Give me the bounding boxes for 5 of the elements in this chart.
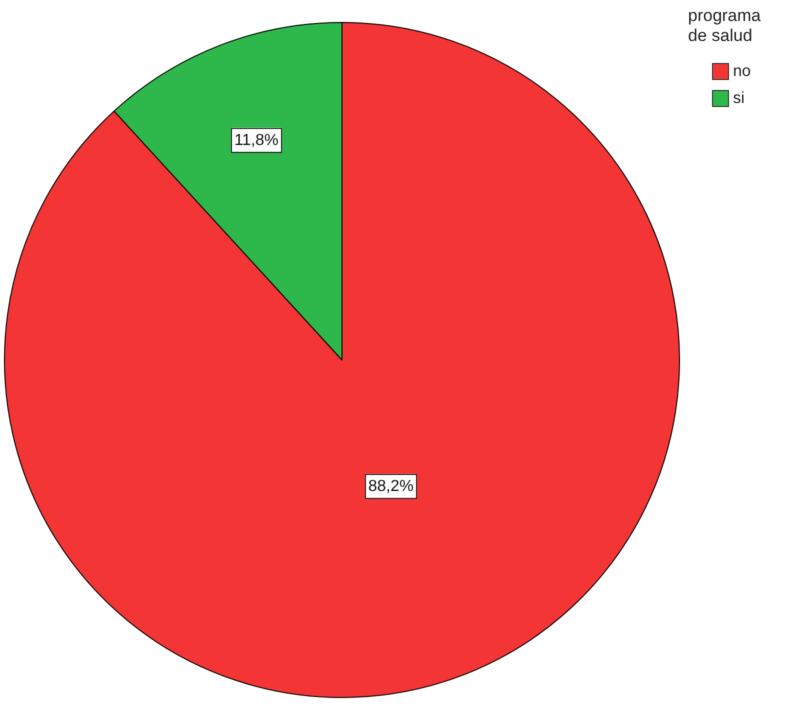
slice-label: no bbox=[733, 62, 751, 80]
data-label: 11,8% bbox=[234, 132, 279, 150]
legend-title: programa de salud bbox=[688, 6, 761, 46]
data-label: 88,2% bbox=[368, 478, 414, 496]
legend-label: si bbox=[733, 90, 745, 108]
